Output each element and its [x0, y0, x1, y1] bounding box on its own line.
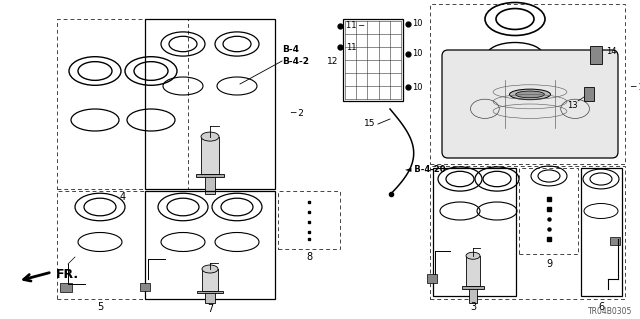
Bar: [196, 174, 225, 177]
Text: FR.: FR.: [56, 269, 79, 281]
Bar: [202, 269, 218, 291]
Text: TR04B0305: TR04B0305: [588, 307, 632, 315]
Text: ─ 2: ─ 2: [290, 109, 304, 118]
Bar: [205, 174, 216, 194]
Text: 15: 15: [364, 120, 375, 129]
Text: 6: 6: [598, 302, 604, 312]
Text: 10: 10: [412, 83, 422, 92]
Bar: [430, 166, 625, 299]
Text: 13: 13: [568, 100, 578, 109]
Text: 3: 3: [470, 302, 476, 312]
Bar: [205, 291, 215, 303]
Text: B-4: B-4: [282, 44, 299, 54]
Text: 14: 14: [606, 47, 616, 56]
Bar: [201, 137, 219, 174]
Bar: [581, 168, 622, 296]
Text: 7: 7: [207, 304, 213, 314]
Text: 10: 10: [412, 19, 422, 28]
Bar: [427, 274, 437, 283]
Ellipse shape: [516, 91, 545, 98]
Text: 5: 5: [97, 302, 103, 312]
FancyBboxPatch shape: [442, 50, 618, 158]
Ellipse shape: [466, 252, 480, 259]
Bar: [197, 291, 223, 293]
Bar: [145, 191, 275, 299]
Text: ─ 1: ─ 1: [630, 83, 640, 92]
Bar: [590, 46, 602, 64]
Bar: [462, 286, 484, 289]
Bar: [60, 283, 72, 292]
Bar: [519, 168, 578, 254]
Bar: [343, 19, 403, 101]
Text: 11 ─: 11 ─: [346, 21, 364, 31]
Bar: [433, 168, 516, 296]
Bar: [584, 87, 594, 101]
Bar: [57, 191, 145, 299]
Ellipse shape: [201, 132, 219, 141]
Text: 4: 4: [120, 192, 126, 202]
Bar: [430, 4, 625, 164]
Bar: [278, 191, 340, 249]
Text: 10: 10: [412, 49, 422, 58]
Bar: [145, 19, 275, 189]
Text: B-4-2: B-4-2: [282, 56, 309, 65]
Bar: [466, 256, 480, 286]
Bar: [468, 286, 477, 302]
Text: ◄ B-4-20: ◄ B-4-20: [405, 165, 445, 174]
Ellipse shape: [509, 89, 550, 100]
Bar: [140, 283, 150, 291]
Text: 8: 8: [306, 252, 312, 262]
Text: 9: 9: [546, 259, 552, 269]
Bar: [57, 19, 188, 189]
Bar: [610, 237, 620, 245]
Ellipse shape: [202, 265, 218, 273]
Text: 12: 12: [326, 56, 338, 65]
Text: 11: 11: [346, 42, 356, 51]
